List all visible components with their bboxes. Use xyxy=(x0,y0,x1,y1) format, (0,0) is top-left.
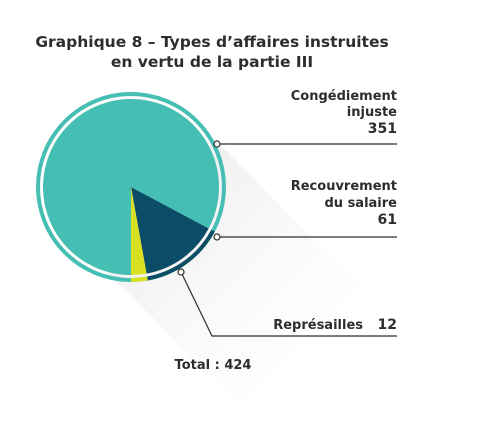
label-congediement: Congédiement injuste 351 xyxy=(291,89,397,137)
chart-title-line-1: Graphique 8 – Types d’affaires instruite… xyxy=(35,33,388,51)
leader-dot-congediement xyxy=(213,140,221,148)
slice-value-represailles: 12 xyxy=(378,317,397,333)
pie-slice-represailles xyxy=(131,187,147,275)
slice-label-congediement-line-2: injuste xyxy=(347,105,397,120)
ring-arc-represailles xyxy=(130,276,148,282)
total-label: Total : 424 xyxy=(175,358,252,373)
leader-dot-represailles xyxy=(177,268,185,276)
leader-dots xyxy=(177,140,221,276)
pie-slices xyxy=(43,99,220,282)
label-represailles: Représailles 12 xyxy=(273,317,397,333)
pie-slice-congediement xyxy=(43,99,220,275)
chart-title-line-2: en vertu de la partie III xyxy=(111,53,313,71)
slice-label-recouvrement-line-2: du salaire xyxy=(324,196,397,211)
slice-value-recouvrement: 61 xyxy=(378,212,397,228)
pie-slice-recouvrement xyxy=(131,187,209,274)
slice-label-recouvrement-line-1: Recouvrement xyxy=(291,179,397,194)
leader-dot-recouvrement xyxy=(213,233,221,241)
slice-value-congediement: 351 xyxy=(368,121,397,137)
leader-lines xyxy=(180,143,397,337)
label-recouvrement: Recouvrement du salaire 61 xyxy=(291,179,397,228)
ring-arc-recouvrement xyxy=(147,229,215,281)
slice-label-represailles: Représailles xyxy=(273,318,363,333)
leader-line-represailles xyxy=(180,271,397,337)
slice-label-congediement-line-1: Congédiement xyxy=(291,89,397,104)
